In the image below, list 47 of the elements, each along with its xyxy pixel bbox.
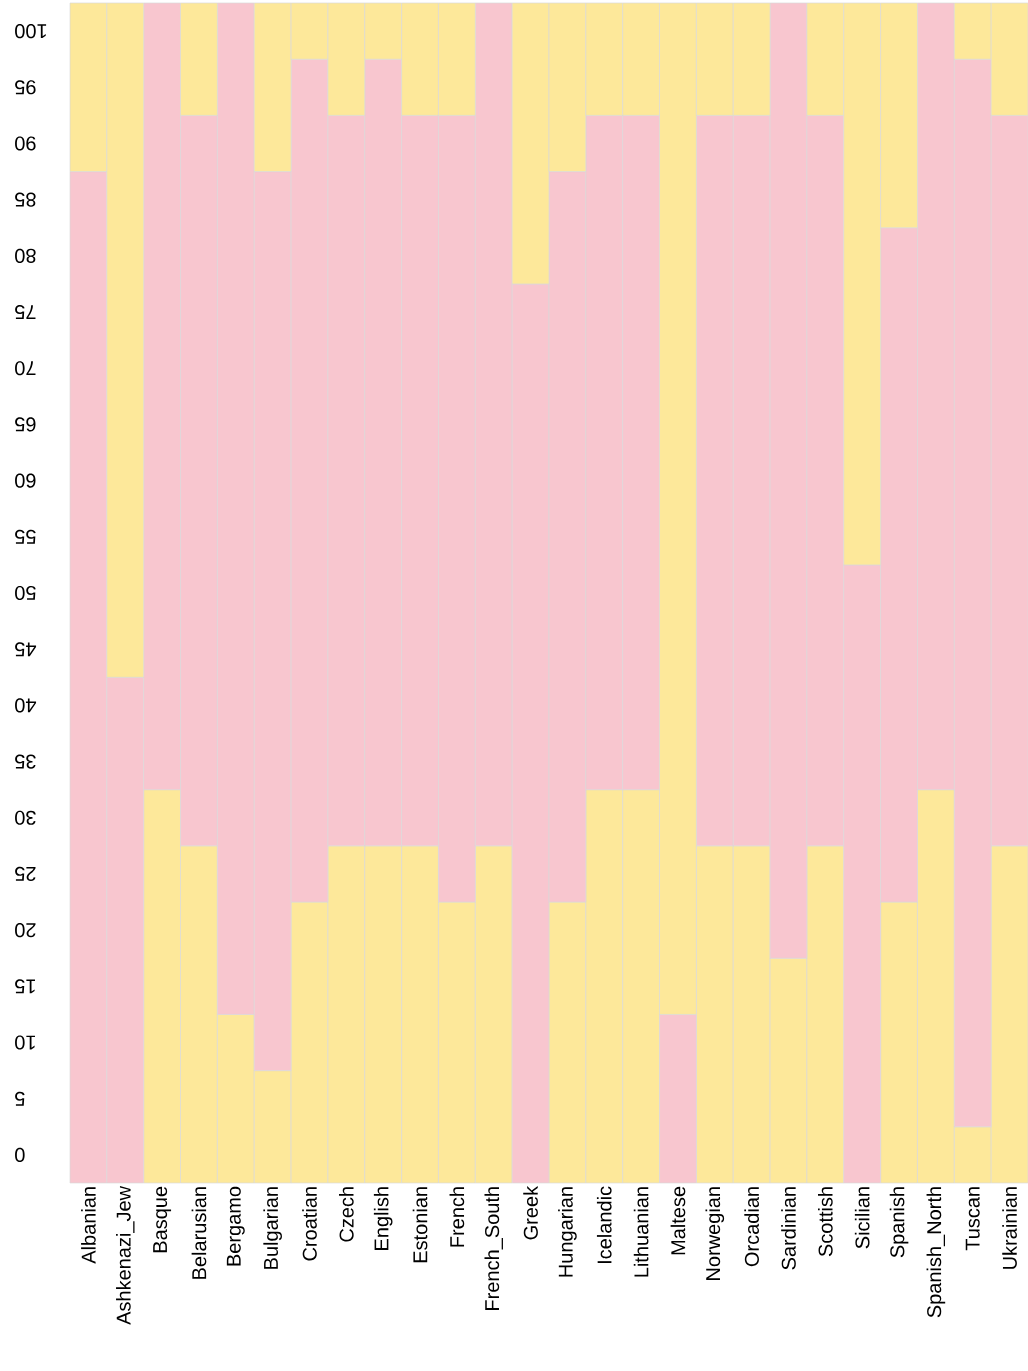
y-tick-label: 55 — [15, 529, 36, 544]
y-tick-label: 90 — [15, 136, 36, 151]
y-tick-label: 15 — [15, 979, 35, 994]
x-tick-label: French_South — [484, 1187, 503, 1310]
x-tick-label: Greek — [523, 1185, 538, 1240]
x-tick-label: Bergamo — [226, 1186, 245, 1266]
y-tick-label: 65 — [15, 417, 36, 432]
x-tick-label: Orcadian — [744, 1187, 759, 1267]
y-tick-label: 40 — [15, 698, 37, 713]
y-tick-label: 80 — [15, 248, 36, 263]
x-tick-label: Hungarian — [558, 1187, 577, 1277]
x-tick-label: Bulgarian — [263, 1187, 282, 1269]
y-tick-label: 10 — [15, 1035, 35, 1050]
x-tick-label: Sardinian — [781, 1187, 796, 1270]
y-tick-label: 50 — [15, 585, 36, 601]
x-tick-label: English — [373, 1187, 393, 1250]
y-tick-label: 85 — [15, 192, 36, 207]
y-tick-label: 20 — [15, 923, 36, 938]
x-tick-label: Ukrainian — [1002, 1187, 1017, 1269]
y-tick-label: 100 — [15, 24, 47, 39]
y-tick-label: 95 — [15, 80, 36, 95]
x-tick-label: Sicilian — [854, 1187, 870, 1249]
x-tick-label: Croatian — [302, 1187, 317, 1261]
y-tick-label: 0 — [15, 1147, 25, 1162]
y-tick-label: 45 — [15, 642, 37, 657]
x-tick-label: Scottish — [818, 1187, 833, 1257]
x-tick-label: Estonian — [412, 1187, 428, 1263]
x-tick-label: Tuscan — [965, 1187, 980, 1251]
x-tick-label: Czech — [339, 1187, 354, 1242]
y-tick-label: 25 — [15, 866, 36, 882]
x-tick-label: French — [449, 1187, 465, 1247]
x-tick-label: Ashkenazi_Jew — [116, 1185, 135, 1325]
x-tick-label: Norwegian — [705, 1187, 725, 1280]
y-tick-label: 70 — [15, 361, 36, 376]
x-tick-label: Spanish_North — [926, 1187, 946, 1318]
y-tick-label: 60 — [15, 473, 36, 488]
y-tick-label: 35 — [15, 754, 36, 769]
x-tick-label: Belarusian — [191, 1187, 207, 1279]
y-tick-label: 30 — [15, 810, 36, 825]
x-tick-label: Albanian — [81, 1187, 96, 1264]
y-tick-label: 5 — [15, 1091, 25, 1106]
x-tick-label: Icelandic — [596, 1186, 612, 1264]
x-tick-label: Lithuanian — [633, 1187, 649, 1277]
x-tick-label: Maltese — [670, 1186, 686, 1255]
x-tick-label: Basque — [153, 1186, 172, 1253]
y-tick-label: 75 — [15, 305, 36, 320]
x-tick-label: Spanish — [889, 1187, 909, 1258]
